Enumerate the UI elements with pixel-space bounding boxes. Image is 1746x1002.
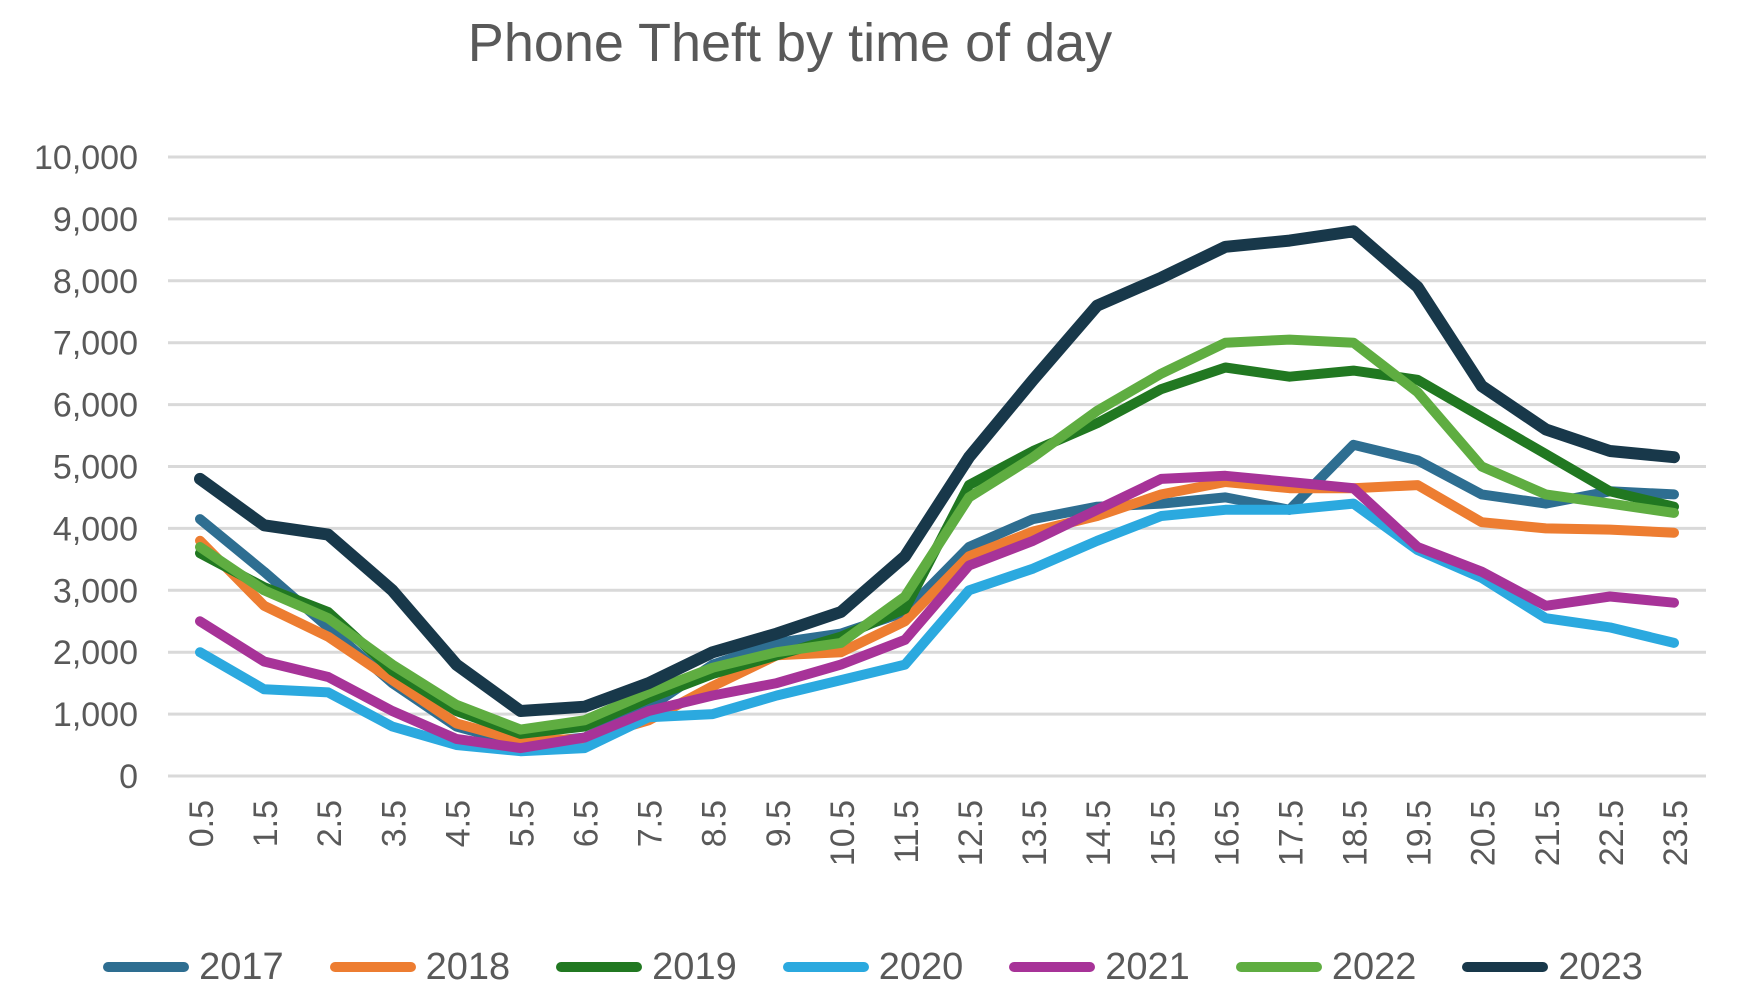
legend-item-2022[interactable]: 2022 [1235,946,1417,988]
legend-item-2017[interactable]: 2017 [103,948,284,986]
y-axis-tick-label: 8,000 [53,263,138,301]
x-axis-tick-label: 16.5 [1208,800,1246,866]
x-axis-tick-label: 15.5 [1144,800,1182,866]
legend-swatch-2022 [1235,962,1322,972]
series-line-2018 [195,477,1679,746]
y-axis-tick-label: 7,000 [53,325,138,363]
chart-legend: 2017 2018 2019 2020 2021 2022 2023 [0,948,1746,986]
legend-swatch-2020 [782,962,869,972]
x-axis-tick-label: 20.5 [1465,800,1503,866]
legend-label-2020: 2020 [878,946,964,988]
y-axis-tick-label: 0 [119,758,138,796]
legend-swatch-2021 [1009,962,1096,972]
x-axis-tick-label: 14.5 [1080,800,1118,866]
series-line-2023 [194,225,1680,717]
x-axis-tick-label: 10.5 [824,800,862,866]
y-axis-tick-label: 4,000 [53,510,138,548]
legend-item-2018[interactable]: 2018 [329,946,511,988]
legend-swatch-2018 [329,962,416,972]
x-axis-tick-label: 18.5 [1337,800,1375,866]
x-axis-tick-label: 22.5 [1593,800,1631,866]
series-line-2021 [195,470,1679,754]
x-axis-tick-label: 0.5 [183,800,221,847]
legend-item-2023[interactable]: 2023 [1462,948,1643,986]
legend-label-2022: 2022 [1331,946,1417,988]
y-axis-tick-label: 2,000 [53,634,138,672]
legend-label-2021: 2021 [1105,946,1190,988]
x-axis-tick-label: 17.5 [1272,800,1310,866]
x-axis-tick-label: 1.5 [247,800,285,847]
legend-item-2019[interactable]: 2019 [556,948,737,986]
x-axis-tick-label: 11.5 [888,800,926,864]
legend-label-2018: 2018 [425,946,511,988]
series-line-2022 [195,334,1679,735]
x-axis-tick-label: 2.5 [311,800,349,847]
x-axis-tick-label: 7.5 [632,800,670,847]
x-axis-tick-label: 19.5 [1401,800,1439,866]
y-axis-tick-label: 3,000 [53,572,138,610]
legend-item-2021[interactable]: 2021 [1009,948,1190,986]
x-axis-tick-label: 8.5 [696,800,734,847]
x-axis-tick-label: 12.5 [952,800,990,866]
y-axis-tick-label: 9,000 [53,201,138,239]
x-axis-tick-label: 9.5 [760,800,798,847]
legend-label-2017: 2017 [199,946,284,988]
x-axis-tick-label: 6.5 [568,800,606,847]
y-axis-tick-label: 10,000 [34,139,138,177]
x-axis-tick-label: 13.5 [1016,800,1054,866]
legend-swatch-2017 [103,962,190,972]
legend-label-2019: 2019 [652,946,737,988]
legend-swatch-2023 [1462,962,1549,972]
x-axis-tick-label: 4.5 [439,800,477,847]
legend-swatch-2019 [556,962,643,972]
y-axis-tick-label: 1,000 [53,696,138,734]
y-axis-tick-label: 6,000 [53,387,138,425]
x-axis-tick-label: 5.5 [503,800,541,847]
x-axis-tick-label: 3.5 [375,800,413,847]
x-axis-tick-label: 23.5 [1657,800,1695,866]
chart-title: Phone Theft by time of day [467,13,1113,73]
legend-item-2020[interactable]: 2020 [782,946,964,988]
legend-label-2023: 2023 [1558,946,1643,988]
x-axis-tick-label: 21.5 [1529,800,1567,866]
y-axis-tick-label: 5,000 [53,449,138,487]
